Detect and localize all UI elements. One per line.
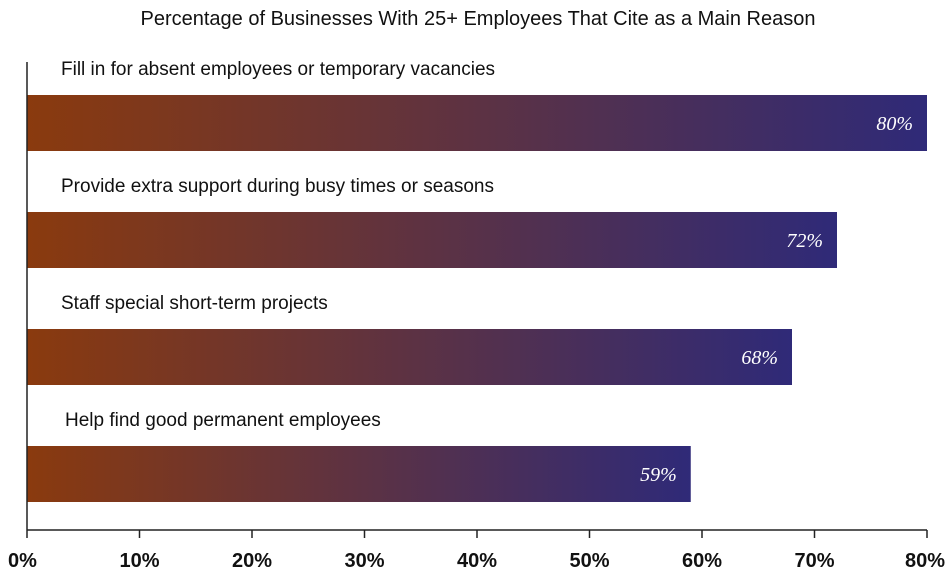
bar-value-label: 68% (741, 347, 778, 369)
category-label: Staff special short-term projects (61, 293, 328, 314)
x-tick-label: 40% (457, 550, 497, 572)
bar (27, 212, 837, 268)
x-tick-label: 30% (344, 550, 384, 572)
bar (27, 329, 792, 385)
x-axis: 0% 10% 20% 30% 40% 50% 60% 70% 80% (8, 62, 945, 572)
bar-value-label: 59% (640, 464, 677, 486)
category-label: Fill in for absent employees or temporar… (61, 59, 495, 80)
x-tick-label: 80% (905, 550, 945, 572)
bars-layer: Fill in for absent employees or temporar… (27, 59, 927, 502)
x-tick-label: 10% (119, 550, 159, 572)
x-tick-label: 0% (8, 550, 37, 572)
category-label: Help find good permanent employees (65, 410, 381, 431)
bar-value-label: 72% (786, 230, 823, 252)
chart-title: Percentage of Businesses With 25+ Employ… (141, 8, 816, 30)
x-tick-label: 20% (232, 550, 272, 572)
x-tick-label: 50% (569, 550, 609, 572)
x-tick-label: 60% (682, 550, 722, 572)
x-tick-label: 70% (794, 550, 834, 572)
category-label: Provide extra support during busy times … (61, 176, 494, 197)
bar (27, 95, 927, 151)
bar-value-label: 80% (876, 113, 913, 135)
bar (27, 446, 691, 502)
